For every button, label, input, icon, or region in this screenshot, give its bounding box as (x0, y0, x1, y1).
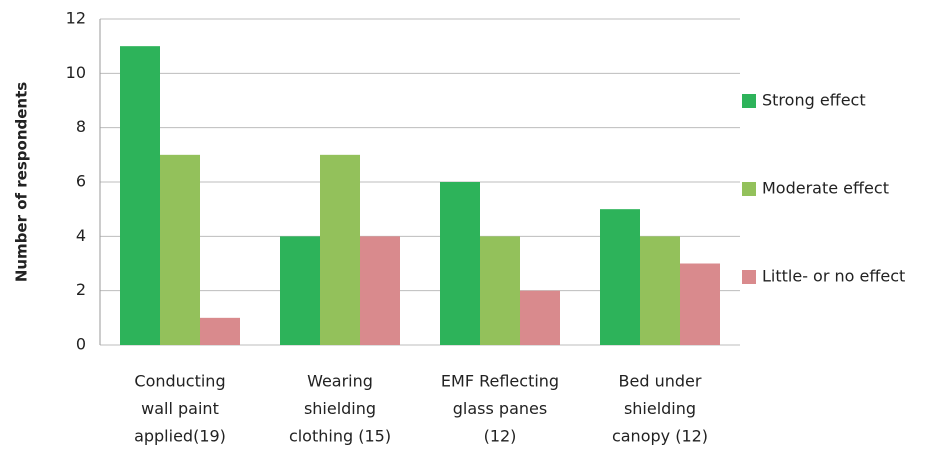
legend-swatch (742, 94, 756, 108)
bar (160, 154, 200, 345)
legend-label: Moderate effect (762, 179, 889, 198)
y-tick-label: 2 (76, 280, 86, 299)
y-tick-label: 6 (76, 172, 86, 191)
bar (600, 209, 640, 345)
y-tick-label: 8 (76, 117, 86, 136)
x-tick-label: canopy (12) (612, 427, 708, 446)
y-tick-label: 4 (76, 226, 86, 245)
legend-label: Strong effect (762, 91, 866, 110)
legend-swatch (742, 270, 756, 284)
x-tick-label: (12) (484, 427, 517, 446)
y-axis-label: Number of respondents (13, 82, 31, 282)
x-tick-label: Wearing (307, 372, 373, 391)
x-tick-label: shielding (624, 399, 696, 418)
bar (360, 236, 400, 345)
x-tick-label: clothing (15) (289, 427, 391, 446)
x-tick-label: Conducting (134, 372, 225, 391)
y-tick-label: 10 (66, 63, 86, 82)
bar (480, 236, 520, 345)
x-tick-label: Bed under (619, 372, 702, 391)
bar (680, 263, 720, 345)
bar (440, 182, 480, 345)
bar (640, 236, 680, 345)
bar (200, 317, 240, 345)
legend-swatch (742, 182, 756, 196)
y-tick-label: 0 (76, 335, 86, 354)
legend-label: Little- or no effect (762, 267, 905, 286)
x-tick-label: applied(19) (134, 427, 226, 446)
x-tick-label: glass panes (453, 399, 547, 418)
x-tick-label: wall paint (141, 399, 219, 418)
x-tick-label: shielding (304, 399, 376, 418)
x-tick-label: EMF Reflecting (441, 372, 559, 391)
bar (120, 46, 160, 346)
bar (520, 290, 560, 345)
bar (320, 154, 360, 345)
y-tick-label: 12 (66, 9, 86, 28)
bar (280, 236, 320, 345)
